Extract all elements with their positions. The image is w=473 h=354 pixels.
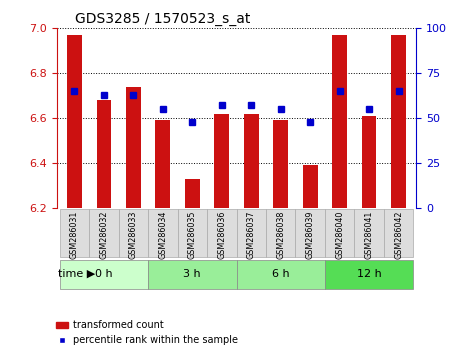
- Text: GSM286031: GSM286031: [70, 210, 79, 259]
- FancyBboxPatch shape: [148, 259, 236, 289]
- Bar: [303, 165, 317, 208]
- Text: GSM286039: GSM286039: [306, 210, 315, 259]
- Text: 12 h: 12 h: [357, 269, 381, 279]
- Text: GSM286033: GSM286033: [129, 210, 138, 259]
- Bar: [126, 87, 141, 208]
- Bar: [214, 114, 229, 208]
- FancyBboxPatch shape: [177, 209, 207, 257]
- Text: GSM286032: GSM286032: [99, 210, 108, 259]
- Bar: [391, 35, 406, 208]
- Bar: [332, 35, 347, 208]
- Text: 3 h: 3 h: [184, 269, 201, 279]
- Bar: [67, 35, 82, 208]
- Bar: [156, 120, 170, 208]
- Text: GSM286041: GSM286041: [365, 210, 374, 259]
- Bar: [185, 178, 200, 208]
- FancyBboxPatch shape: [89, 209, 119, 257]
- Text: GSM286036: GSM286036: [217, 210, 226, 259]
- FancyBboxPatch shape: [60, 259, 148, 289]
- FancyBboxPatch shape: [60, 209, 89, 257]
- Text: GSM286038: GSM286038: [276, 210, 285, 259]
- FancyBboxPatch shape: [384, 209, 413, 257]
- FancyBboxPatch shape: [266, 209, 296, 257]
- FancyBboxPatch shape: [148, 209, 177, 257]
- FancyBboxPatch shape: [236, 209, 266, 257]
- Legend: transformed count, percentile rank within the sample: transformed count, percentile rank withi…: [52, 316, 242, 349]
- FancyBboxPatch shape: [354, 209, 384, 257]
- Text: time ▶: time ▶: [58, 269, 96, 279]
- Text: GSM286034: GSM286034: [158, 210, 167, 259]
- Text: GSM286035: GSM286035: [188, 210, 197, 259]
- Text: GSM286037: GSM286037: [247, 210, 256, 259]
- Text: 0 h: 0 h: [95, 269, 113, 279]
- FancyBboxPatch shape: [325, 209, 354, 257]
- FancyBboxPatch shape: [119, 209, 148, 257]
- Text: GSM286042: GSM286042: [394, 210, 403, 259]
- Bar: [362, 116, 377, 208]
- Text: GDS3285 / 1570523_s_at: GDS3285 / 1570523_s_at: [75, 12, 250, 26]
- FancyBboxPatch shape: [296, 209, 325, 257]
- FancyBboxPatch shape: [325, 259, 413, 289]
- Text: 6 h: 6 h: [272, 269, 289, 279]
- Bar: [244, 114, 259, 208]
- FancyBboxPatch shape: [207, 209, 236, 257]
- Bar: [96, 100, 111, 208]
- FancyBboxPatch shape: [236, 259, 325, 289]
- Bar: [273, 120, 288, 208]
- Text: GSM286040: GSM286040: [335, 210, 344, 259]
